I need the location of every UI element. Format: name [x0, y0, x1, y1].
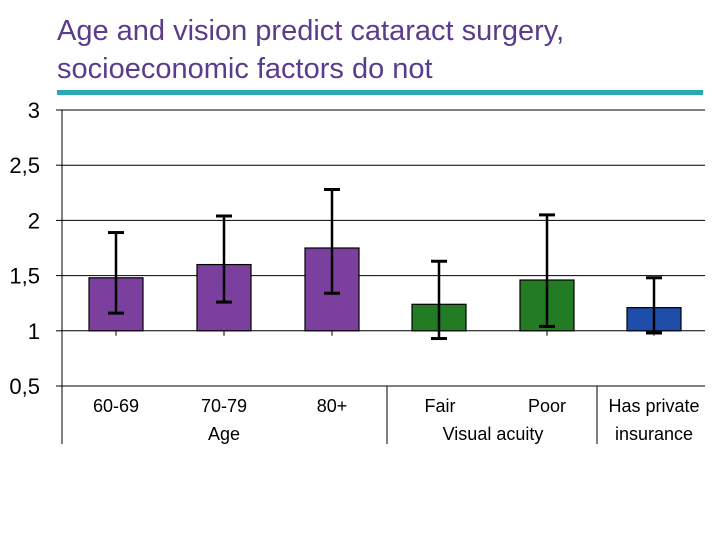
y-tick-label: 0,5	[9, 374, 40, 399]
chart-title-line-1: Age and vision predict cataract surgery,	[57, 15, 565, 47]
group-label: Visual acuity	[443, 424, 544, 444]
y-tick-label: 1	[28, 319, 40, 344]
category-label: 80+	[317, 396, 348, 416]
bars	[88, 247, 682, 332]
chart-title-line-2: socioeconomic factors do not	[57, 53, 433, 85]
category-label: Fair	[425, 396, 456, 416]
category-label: Has private	[608, 396, 699, 416]
y-tick-label: 2,5	[9, 153, 40, 178]
chart-title: Age and vision predict cataract surgery,…	[57, 12, 707, 88]
category-label: Poor	[528, 396, 566, 416]
y-tick-label: 1,5	[9, 264, 40, 289]
title-underline	[57, 90, 703, 95]
group-label: insurance	[615, 424, 693, 444]
y-tick-label: 2	[28, 208, 40, 233]
gridlines	[62, 109, 705, 387]
category-label: 70-79	[201, 396, 247, 416]
error-bars	[108, 187, 662, 341]
category-label: 60-69	[93, 396, 139, 416]
y-tick-label: 3	[28, 98, 40, 123]
group-label: Age	[208, 424, 240, 444]
labels: 0,5 1 1,5 2 2,5 3 60-69 70-79 80+ Fair Poor Has pri…	[9, 98, 699, 444]
